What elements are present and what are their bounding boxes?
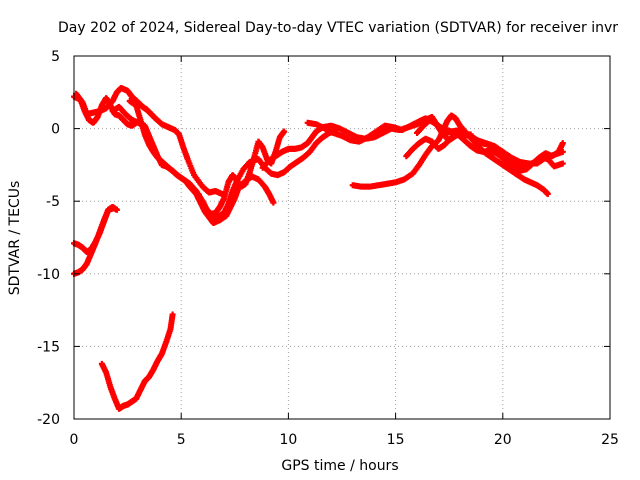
x-tick-label: 10 <box>279 432 297 448</box>
data-point <box>281 128 288 135</box>
data-point <box>559 160 566 167</box>
data-point <box>544 190 551 197</box>
x-tick-label: 15 <box>387 432 405 448</box>
x-axis: 0 5 10 15 20 25 <box>70 56 619 448</box>
data-point <box>169 311 176 318</box>
y-tick-label: 5 <box>51 49 60 65</box>
x-axis-label: GPS time / hours <box>281 458 398 474</box>
y-tick-label: -20 <box>37 412 60 428</box>
data-point <box>109 205 116 212</box>
plot-frame <box>73 55 611 420</box>
series-track-m <box>98 311 176 412</box>
x-tick-label: 0 <box>70 432 79 448</box>
series-track-e <box>195 128 288 218</box>
data-points <box>71 84 566 412</box>
series-track-h <box>349 112 551 197</box>
data-point <box>113 206 120 213</box>
x-tick-label: 20 <box>494 432 512 448</box>
y-tick-label: 0 <box>51 122 60 138</box>
series-track-b <box>73 84 225 197</box>
x-tick-label: 25 <box>601 432 619 448</box>
y-tick-label: -15 <box>37 339 60 355</box>
y-axis-label: SDTVAR / TECUs <box>7 181 23 296</box>
chart-title: Day 202 of 2024, Sidereal Day-to-day VTE… <box>58 20 618 36</box>
series-track-l <box>71 205 116 277</box>
x-tick-label: 5 <box>177 432 186 448</box>
y-tick-label: -10 <box>37 267 60 283</box>
series-track-j <box>414 116 566 174</box>
y-tick-label: -5 <box>46 194 60 210</box>
data-point <box>270 199 277 206</box>
data-point <box>559 140 566 147</box>
y-axis: -20 -15 -10 -5 0 5 <box>37 49 610 428</box>
